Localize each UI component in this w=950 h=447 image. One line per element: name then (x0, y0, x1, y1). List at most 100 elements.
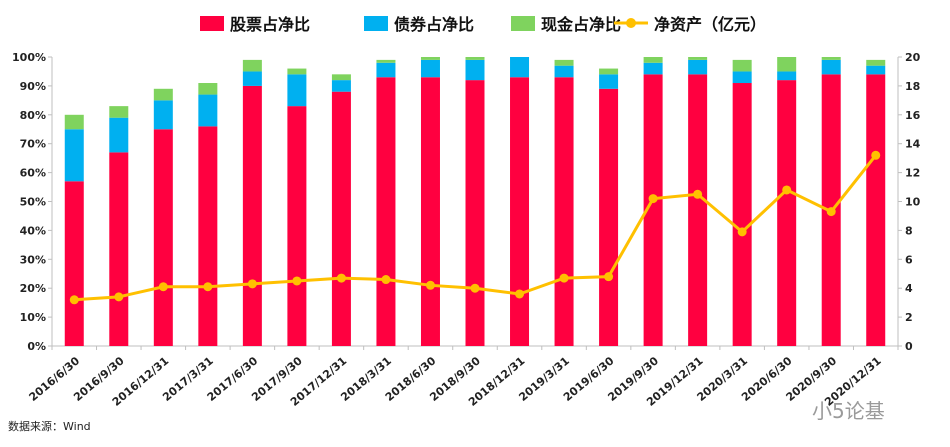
net-assets-point (604, 272, 614, 282)
legend-label: 股票占净比 (230, 15, 310, 34)
watermark: 小5论基 (812, 399, 885, 423)
bar-stock (510, 77, 530, 346)
left-tick-label: 60% (20, 167, 46, 180)
bar-bond (510, 57, 530, 78)
left-tick-label: 90% (20, 80, 46, 93)
bar-bond (198, 94, 218, 127)
net-assets-point (648, 194, 658, 204)
right-tick-label: 10 (905, 196, 921, 209)
net-assets-point (515, 289, 525, 299)
bar-bond (866, 65, 886, 75)
bar-stock (777, 80, 797, 347)
right-tick-label: 14 (905, 138, 921, 151)
net-assets-point (336, 273, 346, 283)
bar-cash (420, 57, 440, 60)
bar-stock (198, 126, 218, 346)
net-assets-point (871, 150, 881, 160)
net-assets-point (559, 273, 569, 283)
right-tick-label: 2 (905, 311, 913, 324)
bar-cash (287, 68, 307, 75)
bar-bond (599, 74, 619, 89)
bar-bond (732, 71, 752, 84)
legend-label: 净资产（亿元） (654, 15, 766, 34)
legend-swatch (200, 16, 224, 31)
net-assets-point (826, 207, 836, 217)
bar-stock (554, 77, 574, 346)
net-assets-point (69, 295, 79, 305)
net-assets-point (158, 282, 168, 292)
legend-swatch-marker (626, 18, 636, 28)
bar-stock (376, 77, 396, 346)
legend-bond: 债券占净比 (364, 15, 474, 34)
left-tick-label: 20% (20, 282, 46, 295)
left-tick-label: 10% (20, 311, 46, 324)
bar-stock (420, 77, 440, 346)
net-assets-point (737, 227, 747, 237)
bar-bond (287, 74, 307, 107)
bar-cash (599, 68, 619, 75)
net-assets-point (381, 275, 391, 285)
bar-cash (688, 57, 708, 60)
legend-label: 债券占净比 (394, 15, 474, 34)
left-tick-label: 40% (20, 224, 46, 237)
bar-bond (688, 59, 708, 75)
bar-stock (331, 91, 351, 347)
bar-cash (242, 59, 262, 72)
right-tick-label: 12 (905, 167, 920, 180)
bar-bond (554, 65, 574, 78)
bar-bond (331, 80, 351, 92)
bar-cash (866, 59, 886, 66)
bar-bond (109, 117, 129, 153)
right-tick-label: 8 (905, 224, 913, 237)
left-tick-label: 50% (20, 196, 46, 209)
left-tick-label: 80% (20, 109, 46, 122)
legend-cash: 现金占净比 (511, 15, 621, 34)
bar-stock (109, 152, 129, 346)
bar-cash (777, 57, 797, 72)
bar-stock (643, 74, 663, 346)
legend-stock: 股票占净比 (200, 15, 310, 34)
left-tick-label: 70% (20, 138, 46, 151)
right-tick-label: 6 (905, 253, 913, 266)
right-tick-label: 4 (905, 282, 913, 295)
bar-stock (688, 74, 708, 346)
bar-cash (153, 88, 173, 101)
bar-bond (821, 59, 841, 75)
bar-cash (465, 57, 485, 60)
bars (64, 57, 886, 347)
bar-cash (554, 59, 574, 66)
bar-cash (732, 59, 752, 72)
bar-stock (287, 106, 307, 346)
net-assets-line (69, 150, 881, 305)
right-tick-label: 20 (905, 51, 921, 64)
bar-stock (599, 88, 619, 346)
net-assets-point (425, 280, 435, 290)
legend-swatch (511, 16, 535, 31)
legend: 股票占净比 债券占净比 现金占净比 净资产（亿元） (200, 15, 766, 34)
bar-cash (331, 74, 351, 81)
bar-bond (64, 129, 84, 182)
legend-label: 现金占净比 (541, 15, 621, 34)
right-tick-label: 18 (905, 80, 920, 93)
bar-cash (109, 106, 129, 118)
bar-bond (465, 59, 485, 81)
net-assets-point (247, 279, 257, 289)
bar-cash (643, 57, 663, 63)
left-tick-label: 100% (12, 51, 46, 64)
bar-bond (777, 71, 797, 81)
right-tick-label: 0 (905, 340, 913, 353)
net-assets-point (470, 283, 480, 293)
legend-swatch (364, 16, 388, 31)
right-tick-label: 16 (905, 109, 921, 122)
bar-stock (64, 181, 84, 346)
bar-stock (465, 80, 485, 347)
net-assets-point (114, 292, 124, 302)
bar-cash (64, 114, 84, 130)
bar-cash (376, 59, 396, 63)
bar-bond (376, 62, 396, 78)
bar-bond (153, 100, 173, 130)
bar-bond (643, 62, 663, 75)
source-note: 数据来源：Wind (8, 420, 91, 433)
net-assets-point (292, 276, 302, 286)
